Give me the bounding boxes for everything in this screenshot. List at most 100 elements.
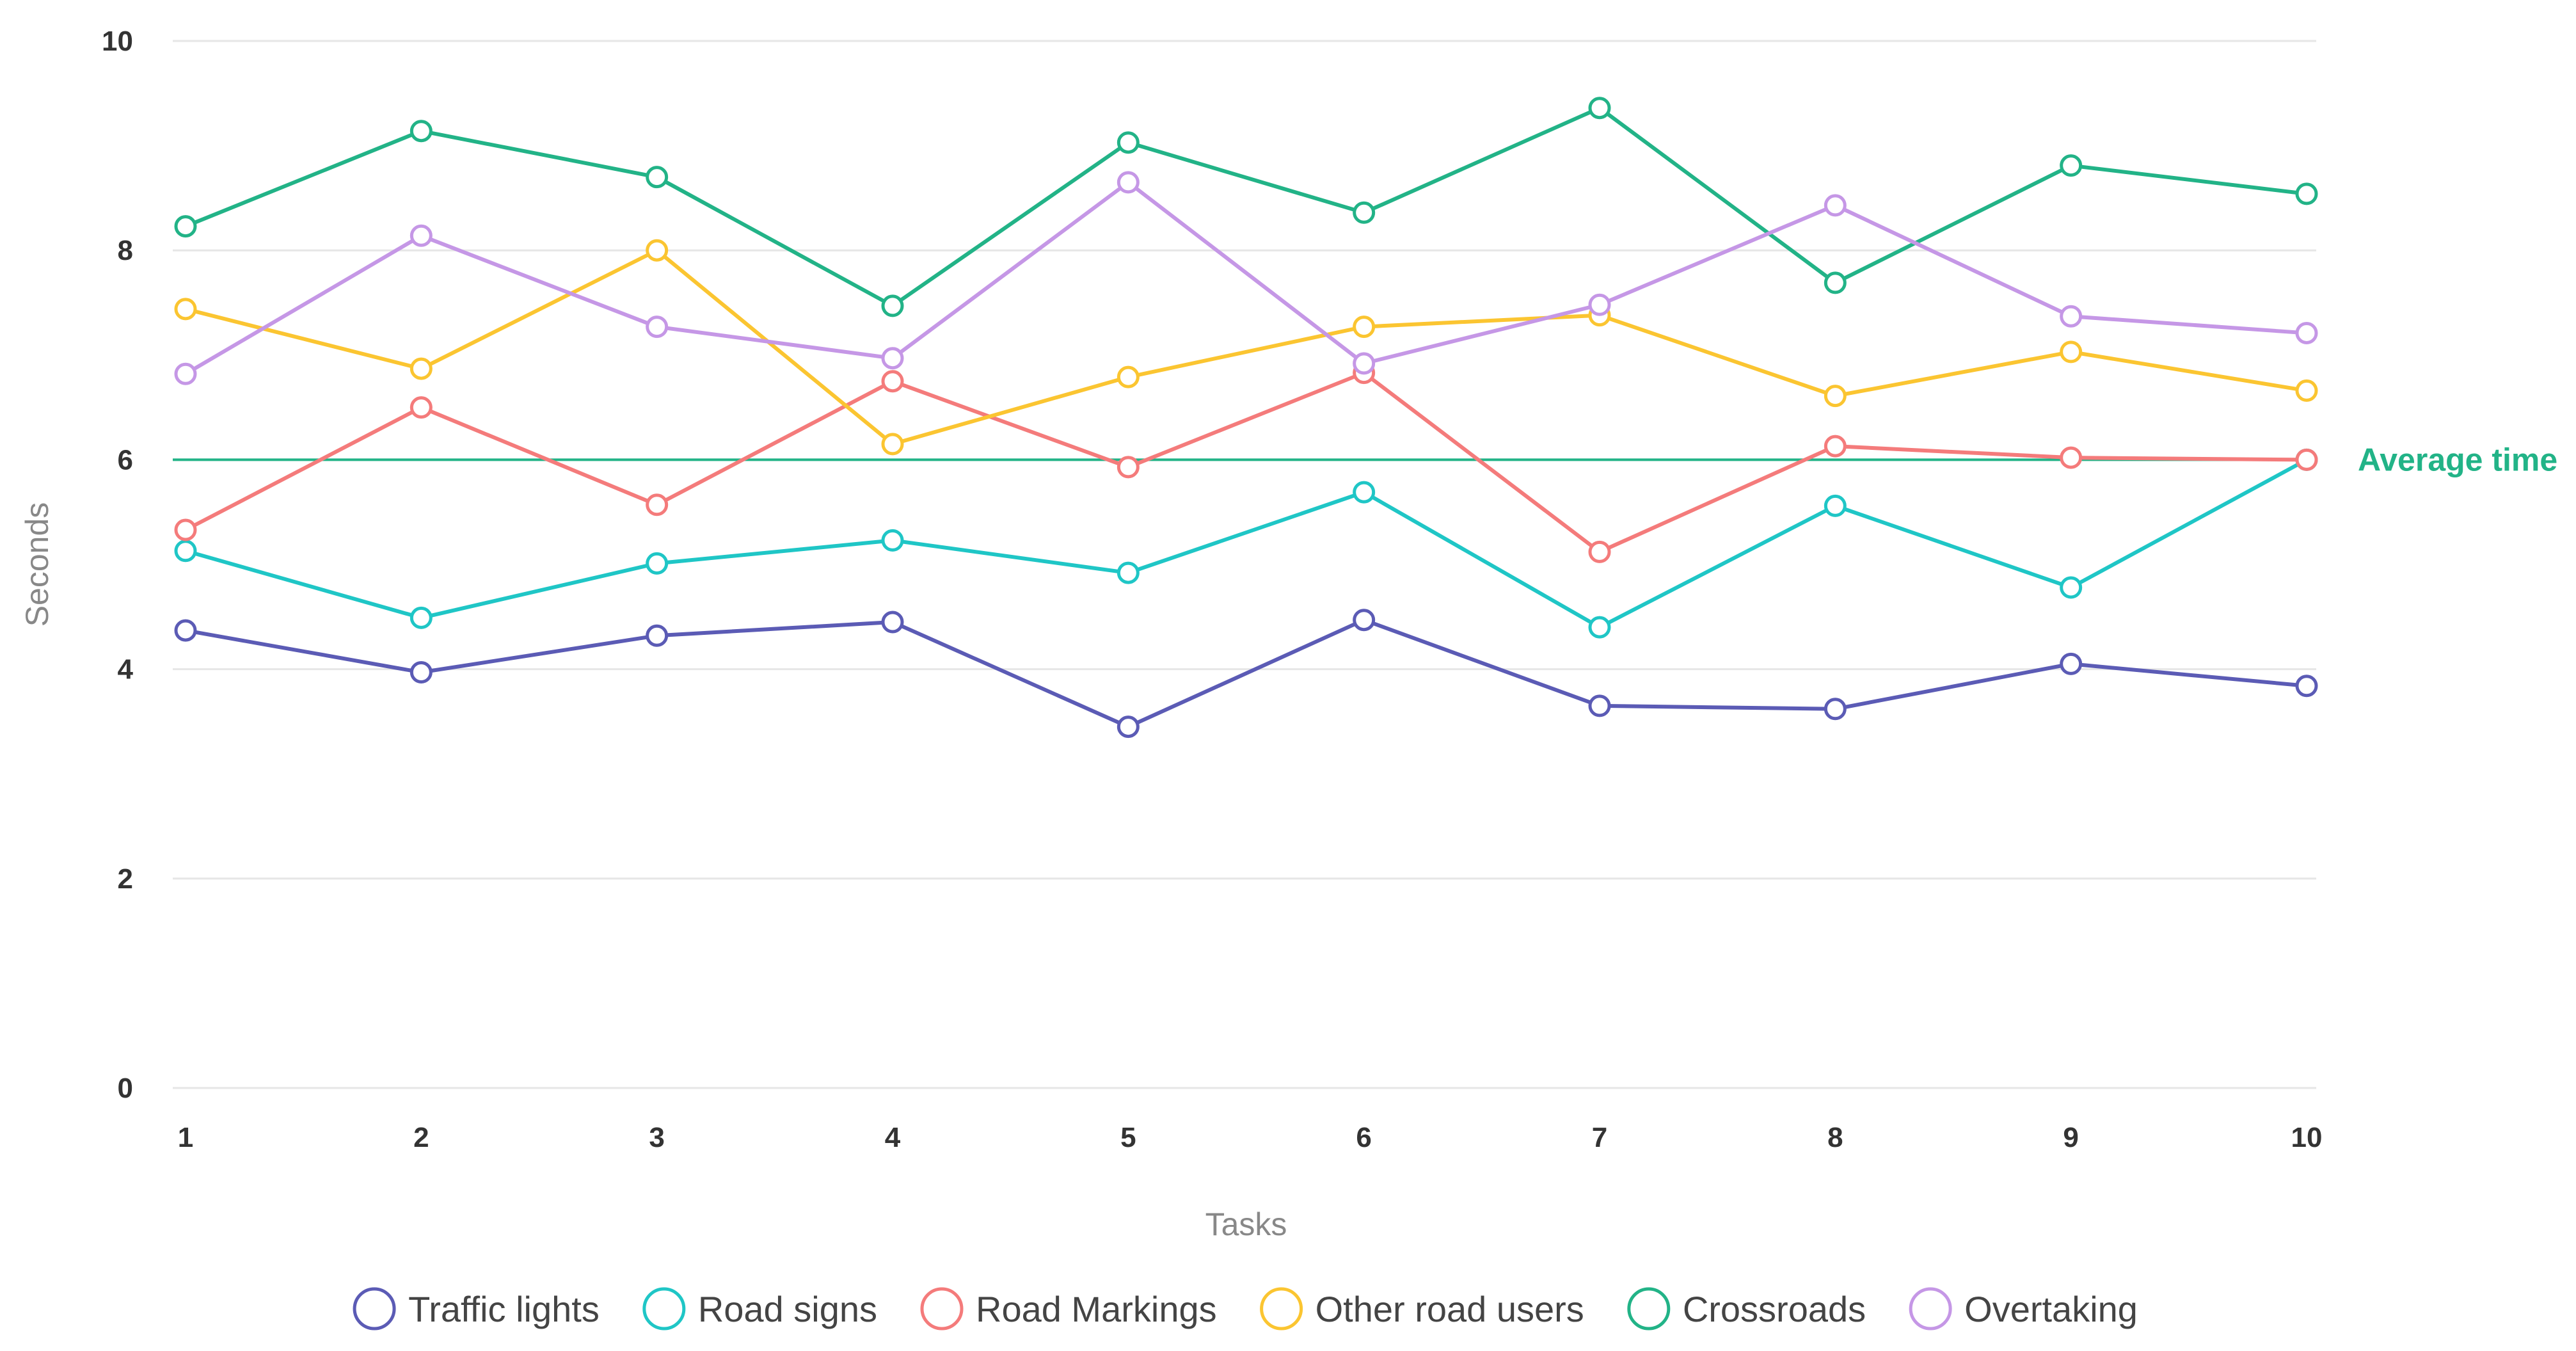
legend-item-crossroads[interactable]: Crossroads [1627, 1287, 1866, 1331]
data-point-overtaking [2295, 321, 2318, 344]
data-point-traffic-lights [409, 661, 433, 684]
y-tick-label: 4 [118, 654, 134, 685]
x-axis-title: Tasks [1205, 1206, 1287, 1242]
y-tick-label: 6 [118, 444, 133, 476]
y-axis-ticks: 0 2 4 6 8 10 [102, 26, 133, 1104]
data-point-road-markings [174, 518, 197, 541]
data-point-road-signs [2060, 576, 2083, 599]
series-lines [184, 106, 2308, 729]
legend-item-overtaking[interactable]: Overtaking [1909, 1287, 2138, 1331]
data-point-road-markings [881, 370, 904, 393]
legend[interactable]: Traffic lights Road signs Road Markings Oth… [353, 1287, 2138, 1331]
legend-marker-icon [1909, 1287, 1952, 1331]
legend-item-traffic-lights[interactable]: Traffic lights [353, 1287, 600, 1331]
data-point-road-markings [2295, 448, 2318, 471]
data-point-traffic-lights [174, 619, 197, 642]
data-point-overtaking [1117, 171, 1140, 194]
data-point-other-road-users [174, 298, 197, 321]
data-point-traffic-lights [646, 624, 669, 647]
legend-item-road-signs[interactable]: Road signs [642, 1287, 877, 1331]
legend-label: Traffic lights [408, 1289, 600, 1329]
series-line-road-markings [184, 371, 2307, 554]
legend-marker-icon [353, 1287, 396, 1331]
legend-label: Road signs [698, 1289, 877, 1329]
legend-label: Other road users [1316, 1289, 1584, 1329]
data-point-other-road-users [2060, 340, 2083, 364]
data-point-road-markings [409, 396, 433, 419]
legend-item-other-road-users[interactable]: Other road users [1260, 1287, 1584, 1331]
data-point-traffic-lights [881, 611, 904, 634]
data-point-road-markings [1824, 435, 1847, 458]
data-point-overtaking [881, 347, 904, 370]
legend-label: Crossroads [1683, 1289, 1866, 1329]
data-point-traffic-lights [1353, 609, 1376, 632]
average-time-label: Average time [2358, 442, 2557, 477]
data-point-overtaking [1824, 194, 1847, 217]
series-markers [174, 97, 2318, 739]
series-line-traffic-lights [185, 618, 2307, 729]
average-time-reference: Average time [173, 442, 2557, 477]
data-point-traffic-lights [1117, 715, 1140, 739]
data-point-overtaking [646, 316, 669, 339]
data-point-traffic-lights [1824, 698, 1847, 721]
data-point-traffic-lights [1588, 694, 1611, 717]
data-point-road-signs [1117, 561, 1140, 584]
data-point-road-signs [1588, 616, 1611, 639]
data-point-road-markings [2060, 446, 2083, 469]
data-point-other-road-users [881, 433, 904, 456]
x-tick-label: 1 [178, 1122, 193, 1153]
data-point-road-signs [174, 540, 197, 563]
series-line-crossroads [184, 106, 2307, 308]
data-point-road-markings [1588, 540, 1611, 563]
x-tick-label: 8 [1827, 1122, 1843, 1153]
data-point-traffic-lights [2060, 652, 2083, 675]
x-tick-label: 6 [1356, 1122, 1371, 1153]
series-line-road-signs [185, 458, 2308, 630]
x-tick-label: 9 [2063, 1122, 2078, 1153]
legend-label: Road Markings [976, 1289, 1217, 1329]
legend-marker-icon [1260, 1287, 1303, 1331]
y-tick-label: 10 [102, 26, 133, 57]
data-point-crossroads [409, 120, 433, 143]
y-tick-label: 0 [118, 1073, 133, 1104]
data-point-other-road-users [2295, 379, 2318, 402]
data-point-other-road-users [409, 357, 433, 380]
y-tick-label: 2 [118, 863, 133, 895]
legend-marker-icon [1627, 1287, 1671, 1331]
data-point-crossroads [174, 215, 197, 238]
series-line-other-road-users [185, 248, 2307, 446]
y-axis-title: Seconds [19, 502, 55, 627]
x-tick-label: 7 [1592, 1122, 1607, 1153]
gridlines [173, 40, 2316, 1089]
data-point-crossroads [2060, 154, 2083, 177]
y-tick-label: 8 [118, 235, 133, 266]
data-point-crossroads [1824, 271, 1847, 294]
data-point-road-signs [881, 529, 904, 552]
data-point-overtaking [409, 224, 433, 247]
data-point-overtaking [1588, 293, 1611, 316]
x-axis-ticks: 1 2 3 4 5 6 7 8 9 10 [178, 1122, 2323, 1153]
x-tick-label: 5 [1120, 1122, 1136, 1153]
x-tick-label: 2 [413, 1122, 429, 1153]
data-point-overtaking [174, 362, 197, 385]
legend-label: Overtaking [1964, 1289, 2138, 1329]
data-point-other-road-users [1824, 385, 1847, 408]
data-point-road-signs [1353, 481, 1376, 504]
x-tick-label: 10 [2291, 1122, 2323, 1153]
data-point-overtaking [2060, 305, 2083, 328]
data-point-crossroads [1588, 97, 1611, 120]
data-point-other-road-users [646, 239, 669, 262]
x-tick-label: 3 [649, 1122, 664, 1153]
data-point-other-road-users [1353, 316, 1376, 339]
legend-marker-icon [920, 1287, 964, 1331]
series-line-overtaking [184, 180, 2307, 376]
data-point-road-markings [646, 493, 669, 516]
data-point-road-signs [1824, 494, 1847, 517]
legend-item-road-markings[interactable]: Road Markings [920, 1287, 1217, 1331]
data-point-traffic-lights [2295, 675, 2318, 698]
data-point-road-signs [646, 552, 669, 575]
legend-marker-icon [642, 1287, 686, 1331]
data-point-other-road-users [1117, 365, 1140, 388]
data-point-crossroads [2295, 182, 2318, 205]
